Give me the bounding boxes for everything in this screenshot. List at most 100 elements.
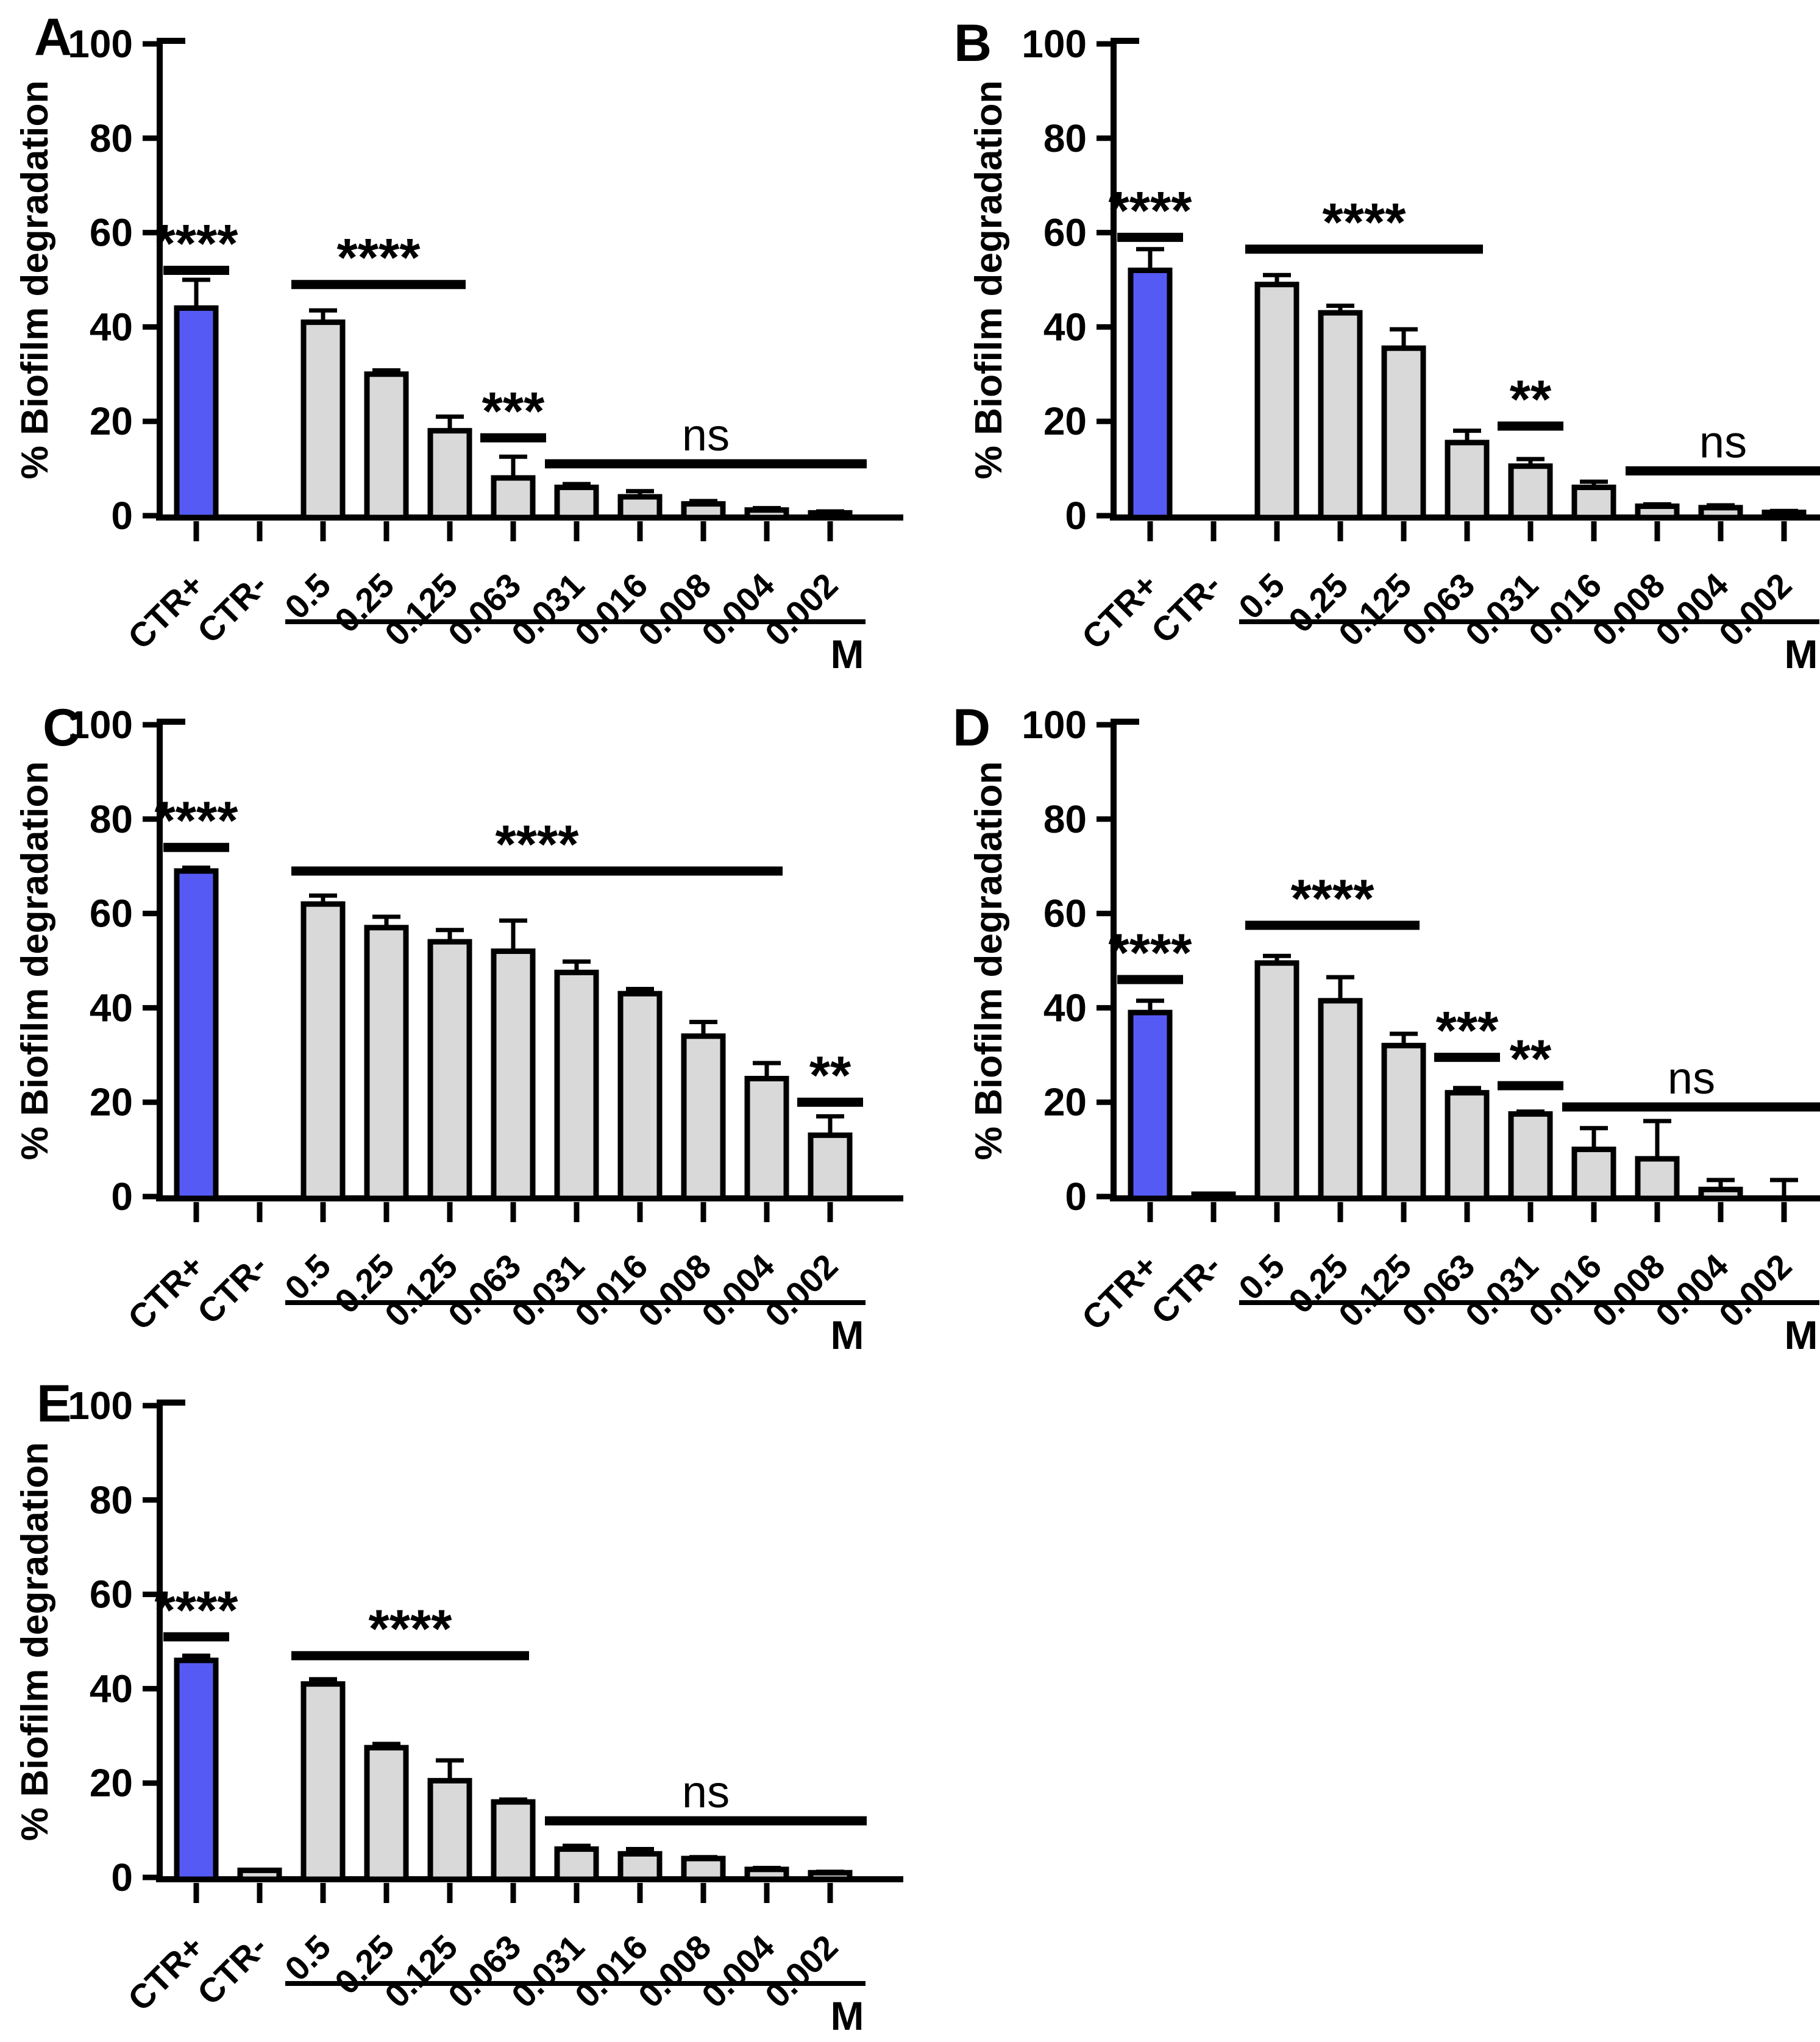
- molarity-unit-label: M: [831, 1312, 864, 1357]
- x-category-label: 0.008: [1585, 566, 1672, 653]
- panel-label-B: B: [954, 14, 992, 73]
- x-category-label: CTR+: [120, 1927, 211, 2018]
- significance-label: ns: [1699, 416, 1747, 467]
- x-category-label: 0.031: [1458, 1247, 1546, 1334]
- significance-label: ****: [155, 1579, 239, 1640]
- bar-positive-control: [174, 1657, 219, 1882]
- y-tick-label: 60: [90, 1573, 133, 1617]
- bar-chart-B: 0 20 40 60 80 100 % Biofilm degradation CTR+CTR…: [968, 22, 1820, 677]
- panel-label-C: C: [43, 699, 81, 757]
- y-axis-title: % Biofilm degradation: [14, 1442, 56, 1841]
- y-tick-label: 100: [1022, 703, 1087, 747]
- y-axis-title: % Biofilm degradation: [968, 761, 1010, 1160]
- y-tick-label: 0: [111, 1175, 133, 1218]
- bar: [808, 1132, 853, 1201]
- bar: [617, 494, 663, 521]
- x-category-label: 0.004: [694, 1247, 782, 1334]
- x-category-label: 0.031: [504, 566, 592, 653]
- bar: [617, 1851, 663, 1882]
- y-tick-label: 100: [68, 22, 133, 66]
- bar: [491, 948, 536, 1201]
- x-category-label: 0.063: [1395, 566, 1482, 653]
- x-category-label: 0.5: [277, 566, 338, 627]
- y-tick-label: 0: [1065, 1175, 1087, 1218]
- y-tick-label: 80: [1043, 797, 1087, 841]
- x-category-label: 0.004: [1648, 566, 1736, 653]
- bar: [300, 319, 346, 521]
- y-tick-label: 0: [111, 1855, 133, 1899]
- x-category-label: CTR-: [1143, 566, 1228, 650]
- x-category-label: CTR+: [120, 566, 211, 656]
- x-category-label: 0.008: [631, 1927, 719, 2015]
- x-category-label: CTR+: [1074, 1247, 1165, 1337]
- y-axis-title: % Biofilm degradation: [14, 761, 56, 1160]
- bar: [1445, 1090, 1490, 1201]
- significance-label: ***: [482, 380, 545, 441]
- bar: [364, 1745, 409, 1882]
- bar-positive-control: [1128, 1009, 1173, 1201]
- bar: [808, 510, 853, 521]
- x-category-label: 0.008: [631, 566, 719, 653]
- x-category-label: 0.063: [1395, 1247, 1482, 1334]
- x-category-label: 0.004: [694, 566, 782, 653]
- x-category-label: 0.125: [377, 1927, 465, 2015]
- bar: [427, 1777, 472, 1882]
- bar: [1191, 1191, 1236, 1201]
- x-category-label: 0.063: [441, 1247, 528, 1334]
- significance-label: ****: [1109, 180, 1193, 240]
- x-category-label: 0.125: [1331, 566, 1419, 653]
- bar: [1254, 960, 1299, 1201]
- y-axis-title: % Biofilm degradation: [968, 80, 1010, 479]
- bar: [1508, 463, 1553, 521]
- bar: [1635, 1156, 1680, 1201]
- bar: [681, 501, 726, 521]
- significance-label: ****: [337, 227, 421, 288]
- x-category-label: 0.125: [377, 566, 465, 653]
- bar-chart-D: 0 20 40 60 80 100 % Biofilm degradation CTR+CTR…: [968, 703, 1820, 1357]
- bar: [1445, 439, 1490, 521]
- bar: [1635, 503, 1680, 521]
- significance-label: ns: [1668, 1053, 1715, 1103]
- bar: [1698, 505, 1743, 521]
- x-category-label: 0.016: [567, 1927, 655, 2015]
- y-tick-label: 100: [1022, 22, 1087, 66]
- bar: [554, 1846, 599, 1882]
- y-tick-label: 60: [1043, 211, 1087, 255]
- y-tick-label: 40: [90, 986, 133, 1030]
- molarity-unit-label: M: [831, 631, 864, 677]
- molarity-unit-label: M: [1785, 631, 1818, 677]
- x-category-label: 0.125: [377, 1247, 465, 1334]
- empty-cell: [910, 1362, 1820, 2042]
- bar: [364, 371, 409, 521]
- y-tick-label: 80: [90, 116, 133, 160]
- significance-label: ****: [369, 1598, 453, 1659]
- significance-label: ****: [155, 790, 239, 850]
- bar: [744, 1076, 789, 1201]
- bar: [300, 1681, 346, 1882]
- molarity-unit-label: M: [1785, 1312, 1818, 1357]
- x-category-label: 0.063: [441, 566, 528, 653]
- bar-chart-E: 0 20 40 60 80 100 % Biofilm degradation CTR+CTR…: [14, 1384, 903, 2038]
- x-category-label: 0.5: [277, 1247, 338, 1307]
- x-category-label: 0.125: [1331, 1247, 1419, 1334]
- bar: [681, 1033, 726, 1201]
- bar-positive-control: [174, 305, 219, 521]
- bar: [617, 991, 663, 1201]
- x-category-label: 0.031: [504, 1927, 592, 2015]
- significance-label: **: [1510, 369, 1552, 429]
- y-tick-label: 0: [111, 494, 133, 538]
- x-category-label: 0.031: [504, 1247, 592, 1334]
- x-category-label: 0.063: [441, 1927, 528, 2015]
- x-category-label: 0.004: [694, 1927, 782, 2015]
- y-tick-label: 60: [1043, 892, 1087, 936]
- y-tick-label: 100: [68, 703, 133, 747]
- y-tick-label: 60: [90, 211, 133, 255]
- x-category-label: 0.016: [1521, 1247, 1609, 1334]
- panel-label-A: A: [34, 8, 73, 66]
- panel-C: C 0 20 40 60 80 100 % Biofilm degradation CTR+ C…: [0, 681, 910, 1362]
- x-category-label: CTR+: [120, 1247, 211, 1337]
- bar: [744, 1866, 789, 1882]
- bar: [1761, 510, 1807, 521]
- y-tick-label: 80: [90, 797, 133, 841]
